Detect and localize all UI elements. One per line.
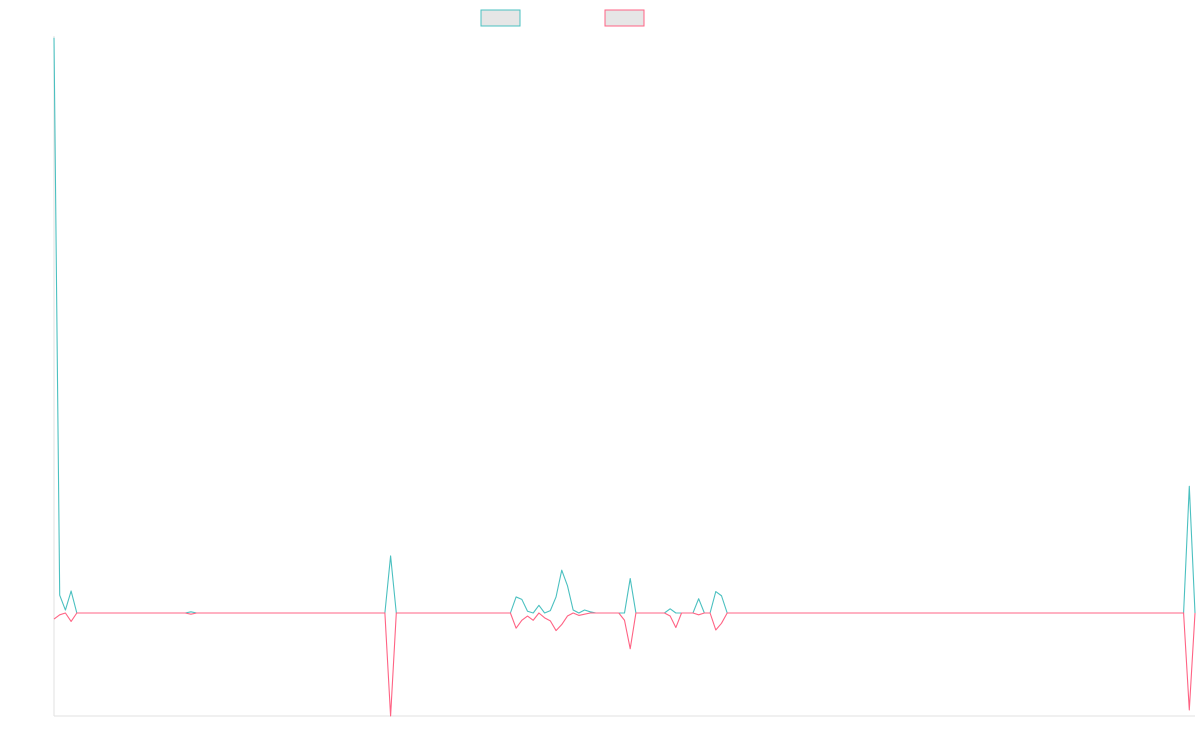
- axes: [53, 36, 1195, 717]
- legend: [480, 9, 645, 27]
- series-line-2: [53, 612, 1196, 717]
- legend-swatch-2: [604, 9, 645, 27]
- legend-swatch-1: [480, 9, 521, 27]
- series-line-1: [53, 37, 1196, 614]
- series-layer: [53, 37, 1196, 717]
